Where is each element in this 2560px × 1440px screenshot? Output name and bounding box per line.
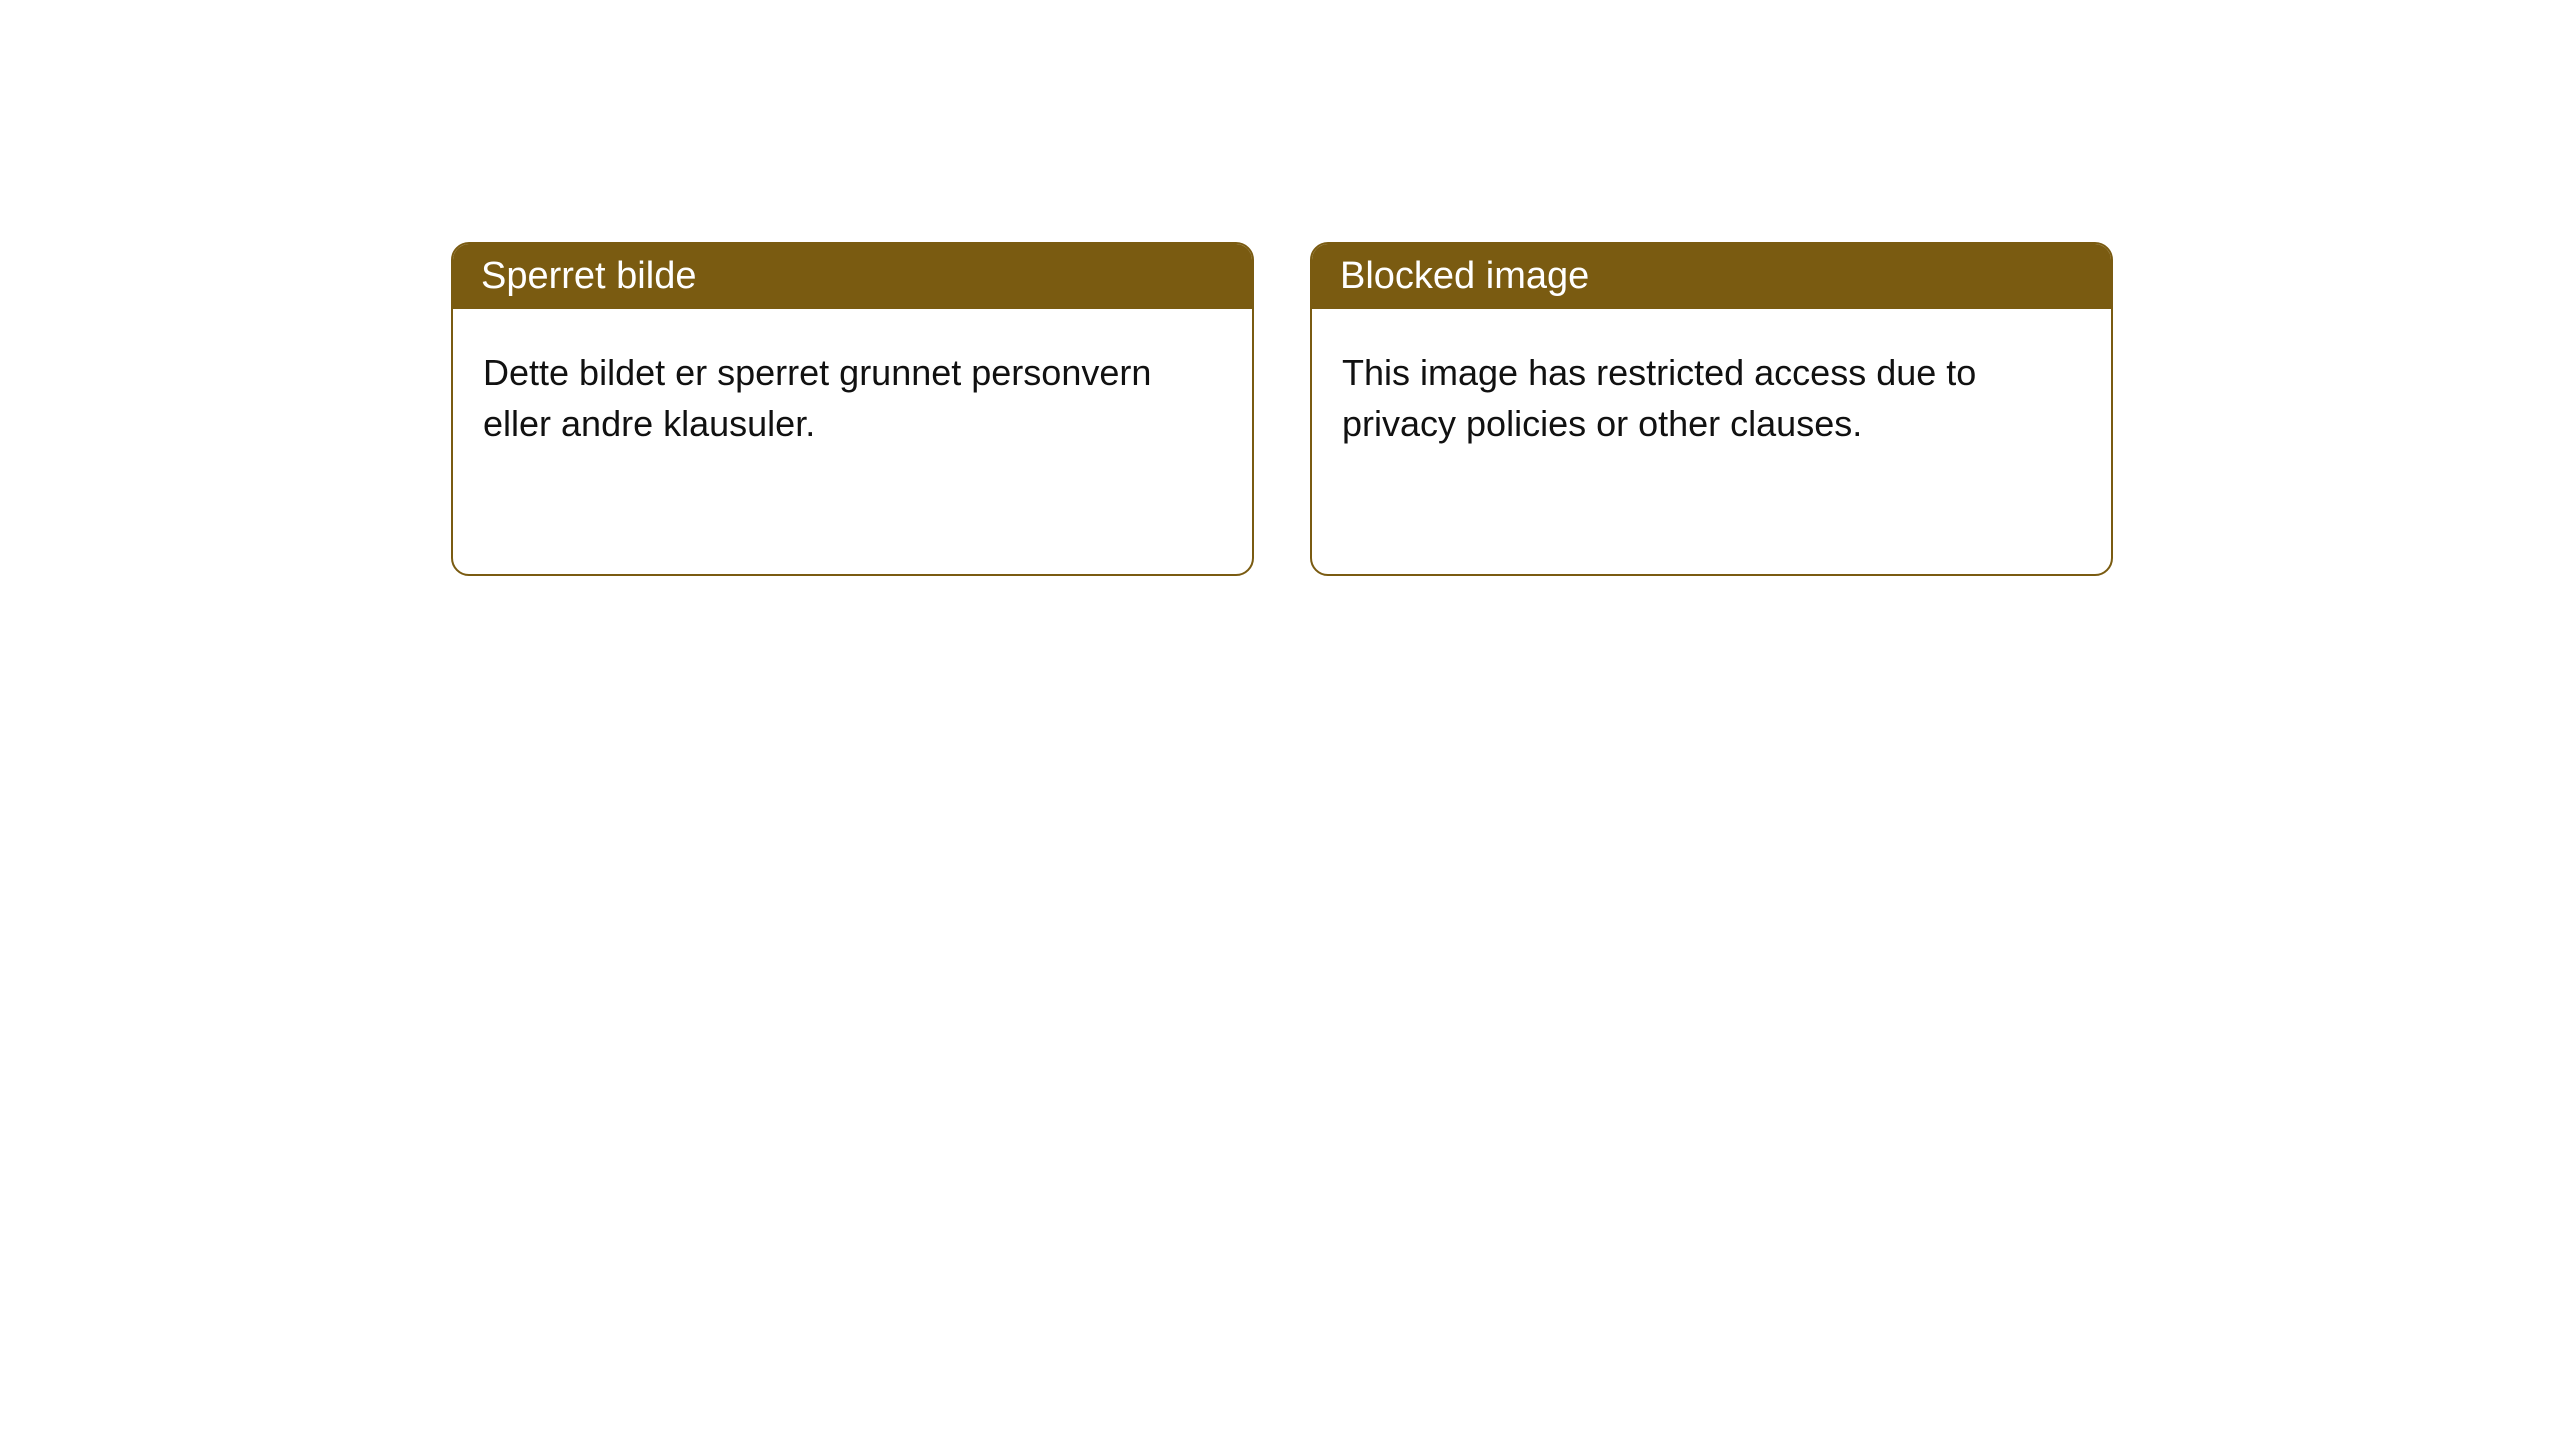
blocked-image-card-english: Blocked image This image has restricted … [1310,242,2113,576]
card-message: This image has restricted access due to … [1342,352,1976,444]
card-title: Sperret bilde [481,255,696,297]
blocked-image-card-norwegian: Sperret bilde Dette bildet er sperret gr… [451,242,1254,576]
card-title: Blocked image [1340,255,1589,297]
card-message: Dette bildet er sperret grunnet personve… [483,352,1151,444]
card-header: Blocked image [1312,244,2111,309]
card-body: Dette bildet er sperret grunnet personve… [453,309,1252,487]
card-body: This image has restricted access due to … [1312,309,2111,487]
card-header: Sperret bilde [453,244,1252,309]
blocked-image-cards-container: Sperret bilde Dette bildet er sperret gr… [0,0,2560,576]
